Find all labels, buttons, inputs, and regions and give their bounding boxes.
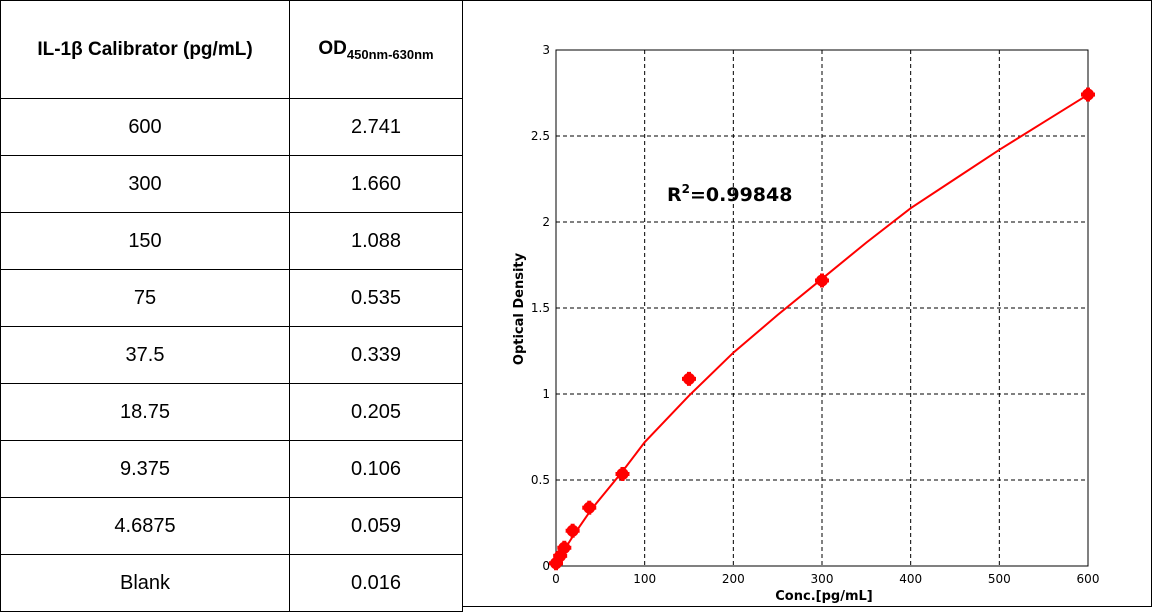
x-axis-ticks: 0 100 200 300 400 500 600 (552, 572, 1099, 586)
y-tick-label: 1 (542, 387, 550, 401)
x-axis-label: Conc.[pg/mL] (775, 589, 872, 604)
y-tick-label: 0 (542, 559, 550, 573)
fit-curve (555, 93, 1089, 564)
table-row: 37.5 0.339 (0, 326, 463, 384)
header-od-main: OD (318, 37, 347, 59)
table-header-row: IL-1β Calibrator (pg/mL) OD450nm-630nm (0, 0, 463, 99)
table-row: 4.6875 0.059 (0, 497, 463, 555)
y-axis-label: Optical Density (512, 252, 527, 365)
od-cell: 0.016 (289, 554, 463, 612)
table-row: Blank 0.016 (0, 554, 463, 612)
od-cell: 0.059 (289, 497, 463, 555)
data-point (682, 371, 696, 386)
conc-cell: 9.375 (0, 440, 290, 498)
table-row: 75 0.535 (0, 269, 463, 327)
y-tick-label: 2 (542, 215, 550, 229)
conc-cell: 4.6875 (0, 497, 290, 555)
od-cell: 0.339 (289, 326, 463, 384)
table-row: 150 1.088 (0, 212, 463, 270)
od-cell: 0.106 (289, 440, 463, 498)
y-tick-label: 0.5 (531, 473, 550, 487)
x-tick-label: 300 (811, 572, 834, 586)
od-cell: 1.088 (289, 212, 463, 270)
x-tick-label: 500 (988, 572, 1011, 586)
x-tick-label: 400 (899, 572, 922, 586)
table-row: 600 2.741 (0, 98, 463, 156)
header-od-sub: 450nm-630nm (346, 46, 434, 62)
standard-curve-chart: 0 100 200 300 400 500 600 0 0.5 1 1.5 2 2.5 3 Optica… (512, 43, 1099, 604)
header-od: OD450nm-630nm (289, 0, 463, 99)
x-tick-label: 600 (1077, 572, 1100, 586)
od-cell: 0.205 (289, 383, 463, 441)
table-row: 300 1.660 (0, 155, 463, 213)
chart-panel: 0 100 200 300 400 500 600 0 0.5 1 1.5 2 2.5 3 Optica… (462, 0, 1152, 607)
x-tick-label: 0 (552, 572, 560, 586)
grid-lines (556, 50, 1088, 566)
data-points (549, 87, 1095, 571)
conc-cell: Blank (0, 554, 290, 612)
header-calibrator: IL-1β Calibrator (pg/mL) (0, 0, 290, 99)
y-axis-ticks: 0 0.5 1 1.5 2 2.5 3 (531, 43, 550, 573)
data-point (582, 500, 597, 515)
od-cell: 0.535 (289, 269, 463, 327)
r-squared-sup: 2 (682, 182, 690, 196)
conc-cell: 150 (0, 212, 290, 270)
r-squared-value: =0.99848 (690, 184, 792, 206)
conc-cell: 37.5 (0, 326, 290, 384)
data-point (615, 466, 630, 481)
data-point (565, 523, 580, 538)
x-tick-label: 100 (633, 572, 656, 586)
table-row: 18.75 0.205 (0, 383, 463, 441)
data-point (549, 556, 563, 571)
od-cell: 2.741 (289, 98, 463, 156)
conc-cell: 300 (0, 155, 290, 213)
y-tick-label: 3 (542, 43, 550, 57)
x-tick-label: 200 (722, 572, 745, 586)
od-cell: 1.660 (289, 155, 463, 213)
plot-frame (555, 49, 1089, 567)
conc-cell: 600 (0, 98, 290, 156)
conc-cell: 18.75 (0, 383, 290, 441)
table-row: 9.375 0.106 (0, 440, 463, 498)
y-tick-label: 1.5 (531, 301, 550, 315)
conc-cell: 75 (0, 269, 290, 327)
data-point (1081, 87, 1095, 102)
calibration-table: IL-1β Calibrator (pg/mL) OD450nm-630nm 6… (0, 0, 463, 612)
r-squared-prefix: R (667, 184, 682, 206)
y-tick-label: 2.5 (531, 129, 550, 143)
r-squared-annotation: R2=0.99848 (667, 182, 792, 206)
data-point (815, 273, 829, 288)
